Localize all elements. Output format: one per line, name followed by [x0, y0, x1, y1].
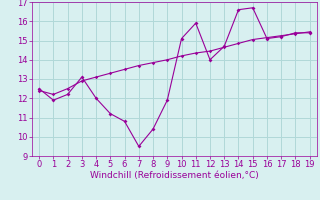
X-axis label: Windchill (Refroidissement éolien,°C): Windchill (Refroidissement éolien,°C) — [90, 171, 259, 180]
